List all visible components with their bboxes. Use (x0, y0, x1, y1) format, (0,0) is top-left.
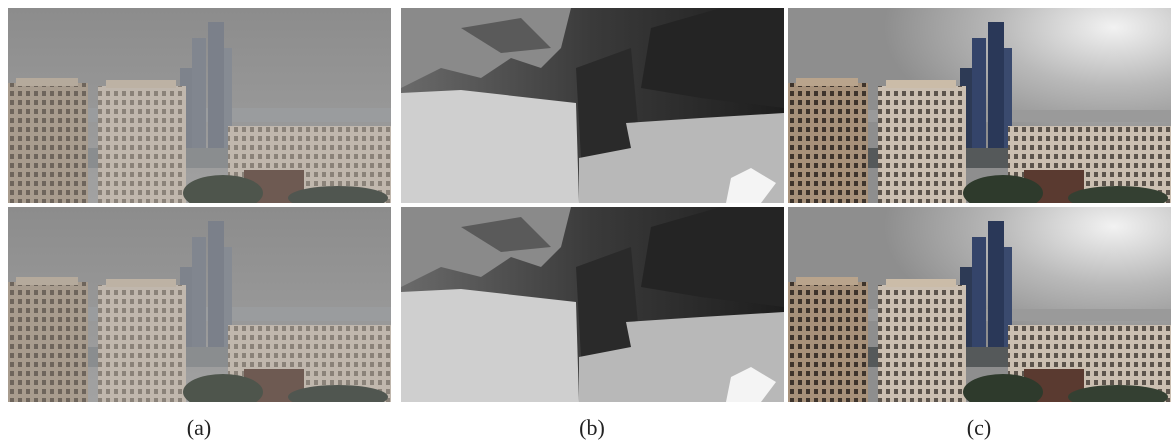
caption: (c) (967, 415, 991, 440)
hazy-image (8, 207, 391, 410)
dehazed-image (788, 8, 1171, 211)
caption: (b) (579, 415, 605, 440)
hazy-image (8, 8, 391, 211)
depth-map (401, 207, 784, 402)
caption: (a) (187, 415, 211, 440)
depth-map (401, 8, 784, 203)
dehazed-image (788, 207, 1171, 410)
